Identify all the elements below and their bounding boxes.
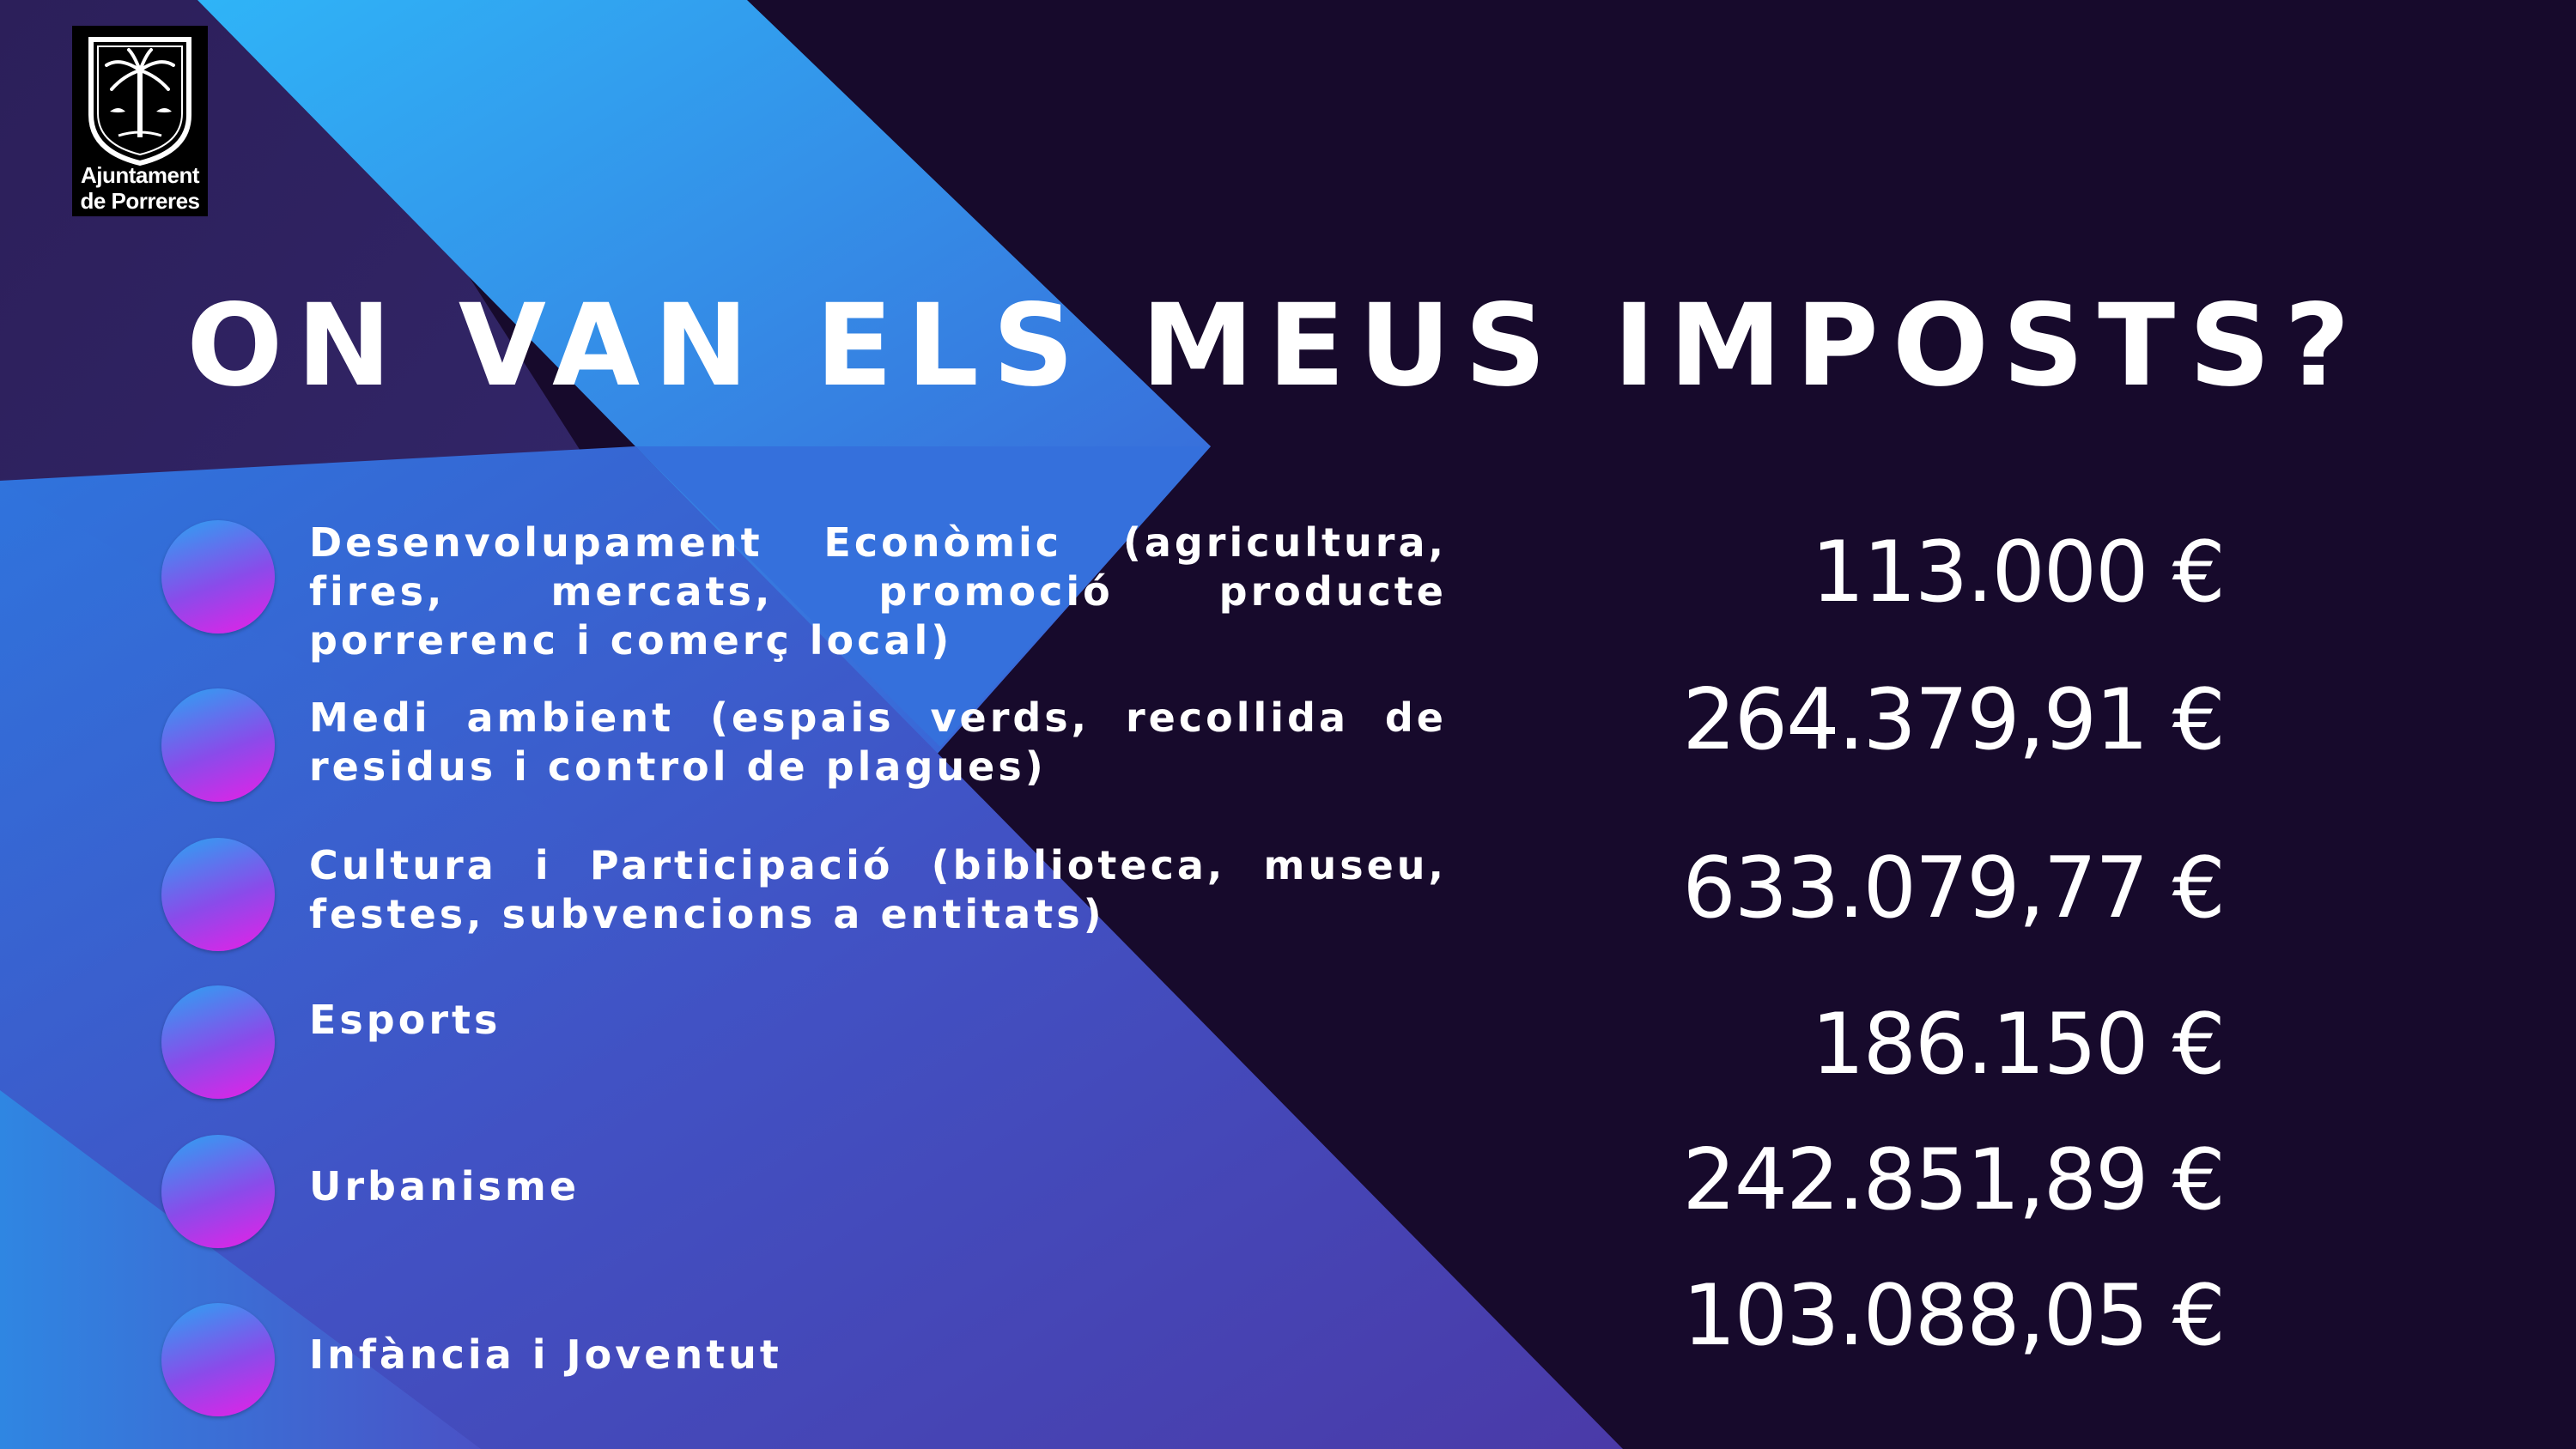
- bullet-circle: [161, 688, 275, 802]
- bullet-circle: [161, 838, 275, 951]
- item-amount: 633.079,77 €: [1682, 840, 2226, 937]
- item-amount: 103.088,05 €: [1682, 1267, 2226, 1365]
- bullet-circle: [161, 520, 275, 634]
- coat-of-arms-icon: [88, 37, 191, 167]
- item-label: Infància i Joventut: [309, 1331, 782, 1378]
- town-logo: Ajuntament de Porreres: [72, 26, 208, 216]
- bullet-circle: [161, 985, 275, 1099]
- item-amount: 186.150 €: [1811, 996, 2226, 1094]
- page-title: ON VAN ELS MEUS IMPOSTS?: [186, 280, 2364, 412]
- item-label: Urbanisme: [309, 1163, 580, 1210]
- item-label: Cultura i Participació (biblioteca, muse…: [309, 842, 1447, 937]
- item-amount: 242.851,89 €: [1682, 1131, 2226, 1229]
- bullet-circle: [161, 1135, 275, 1248]
- item-amount: 113.000 €: [1811, 524, 2226, 621]
- item-amount: 264.379,91 €: [1682, 671, 2226, 769]
- logo-text-line1: Ajuntament: [81, 162, 200, 188]
- item-label: Esports: [309, 997, 501, 1043]
- logo-text-line2: de Porreres: [80, 188, 200, 214]
- item-label: Medi ambient (espais verds, recollida de…: [309, 694, 1447, 790]
- item-label: Desenvolupament Econòmic (agricultura, f…: [309, 519, 1447, 664]
- bullet-circle: [161, 1303, 275, 1416]
